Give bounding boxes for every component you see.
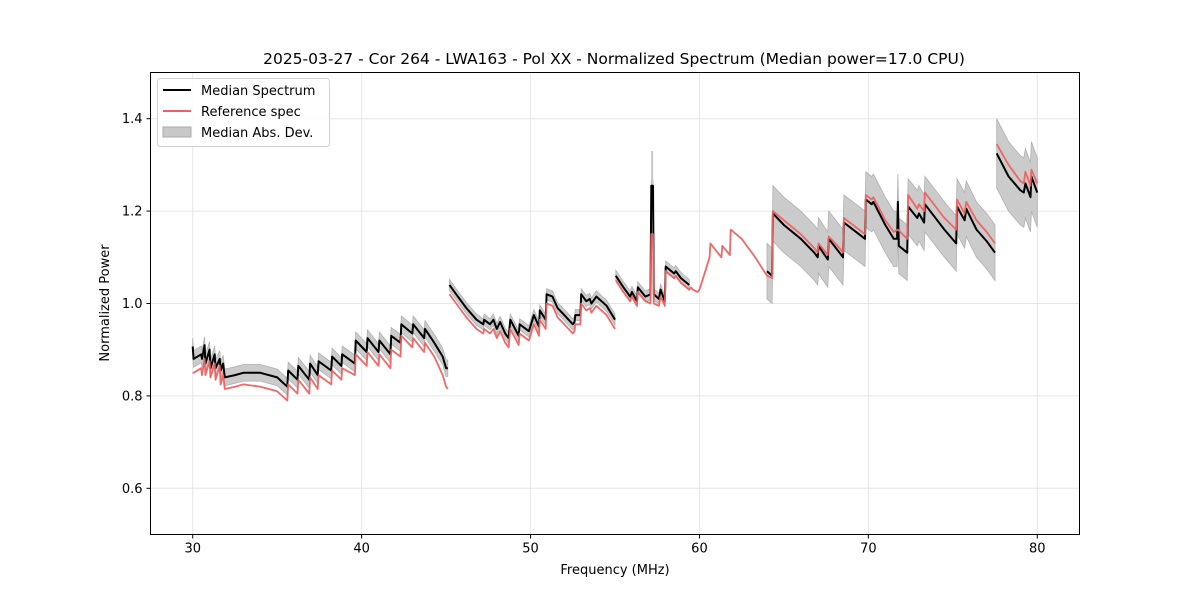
y-tick-label: 0.6 <box>122 482 143 497</box>
reference-spectrum-line <box>995 143 1039 187</box>
y-tick-label: 1.4 <box>122 112 143 127</box>
mad-band <box>192 314 449 396</box>
reference-line-layer <box>192 143 1039 402</box>
legend-mad-label: Median Abs. Dev. <box>201 126 313 141</box>
x-tick-label: 50 <box>522 542 539 557</box>
median-spectrum-line <box>191 323 448 388</box>
x-tick-label: 40 <box>353 542 370 557</box>
reference-spectrum-line <box>192 334 449 402</box>
chart-title: 2025-03-27 - Cor 264 - LWA163 - Pol XX -… <box>263 50 965 68</box>
reference-spectrum-line <box>615 191 996 307</box>
x-tick-label: 30 <box>184 542 201 557</box>
y-tick-label: 1.2 <box>122 205 143 220</box>
legend-reference-label: Reference spec <box>201 105 301 120</box>
y-tick-label: 0.8 <box>122 389 143 404</box>
x-tick-label: 80 <box>1029 542 1046 557</box>
mad-band <box>766 170 996 305</box>
x-tick-label: 60 <box>691 542 708 557</box>
y-axis-ticks: 0.6 0.8 1.0 1.2 1.4 <box>122 112 151 497</box>
reference-spectrum-line <box>448 293 616 349</box>
legend-mad-swatch <box>162 126 192 138</box>
x-axis-label: Frequency (MHz) <box>560 563 669 578</box>
legend-median-label: Median Spectrum <box>201 84 315 99</box>
median-spectrum-line <box>766 198 996 277</box>
x-tick-label: 70 <box>860 542 877 557</box>
y-axis-label: Normalized Power <box>98 244 113 362</box>
legend-box <box>157 78 330 147</box>
y-tick-label: 1.0 <box>122 297 143 312</box>
x-axis-ticks: 30 40 50 60 70 80 <box>184 534 1046 557</box>
median-spectrum-line <box>614 184 690 303</box>
legend: Median Spectrum Reference spec Median Ab… <box>157 78 330 147</box>
